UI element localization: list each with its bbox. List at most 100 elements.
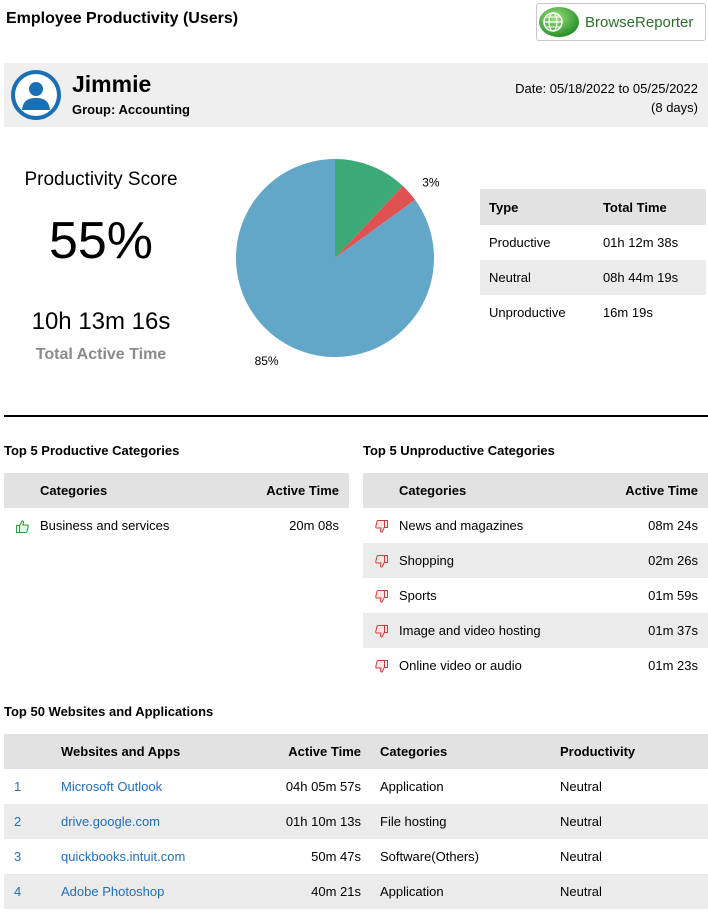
category-cell: Software(Others) xyxy=(380,849,479,864)
time-cell: 01m 37s xyxy=(594,613,708,648)
thumb-cell xyxy=(363,648,399,683)
top-sites-title: Top 50 Websites and Applications xyxy=(4,704,214,719)
date-range-days: (8 days) xyxy=(651,100,698,115)
type-summary-table: Type Total Time Productive 01h 12m 38s N… xyxy=(480,189,706,330)
unproductive-categories-table: Categories Active Time News and magazine… xyxy=(363,473,708,683)
pie-slice xyxy=(236,159,434,357)
icon-col-header xyxy=(363,473,399,508)
category-cell: Image and video hosting xyxy=(399,613,595,648)
table-row: 3 quickbooks.intuit.com 50m 47s Software… xyxy=(4,839,708,874)
site-link[interactable]: drive.google.com xyxy=(61,804,251,839)
table-row: Sports 01m 59s xyxy=(363,578,708,613)
table-row: 1 Microsoft Outlook 04h 05m 57s Applicat… xyxy=(4,769,708,804)
type-cell: Neutral xyxy=(480,260,594,295)
pie-slice-label: 85% xyxy=(255,354,279,368)
user-info-bar xyxy=(4,63,708,127)
category-cell: Sports xyxy=(399,588,437,603)
globe-logo-icon xyxy=(539,7,579,37)
time-cell: 16m 19s xyxy=(602,305,653,320)
site-link[interactable]: quickbooks.intuit.com xyxy=(61,849,186,864)
rank-cell: 2 xyxy=(4,804,61,839)
user-avatar-icon xyxy=(11,70,61,120)
productivity-score-label: Productivity Score xyxy=(24,169,178,190)
type-cell: Productive xyxy=(489,235,551,250)
thumb-cell xyxy=(363,613,399,648)
time-cell: 01m 23s xyxy=(648,658,698,673)
table-row: Unproductive 16m 19s xyxy=(480,295,706,330)
report-title: Employee Productivity (Users) xyxy=(6,10,239,27)
logo-text: BrowseReporter xyxy=(585,14,693,31)
categories-header: Categories xyxy=(40,473,229,508)
websites-header: Websites and Apps xyxy=(61,734,251,769)
table-row: News and magazines 08m 24s xyxy=(363,508,708,543)
productivity-cell: Neutral xyxy=(560,874,708,909)
thumbs-down-icon xyxy=(374,625,388,638)
user-name: Jimmie xyxy=(72,71,152,97)
pie-slice xyxy=(335,185,416,258)
productivity-header: Productivity xyxy=(560,734,708,769)
total-active-time-label: Total Active Time xyxy=(35,346,167,363)
thumb-cell xyxy=(363,578,399,613)
time-cell: 40m 21s xyxy=(251,874,380,909)
time-cell: 02m 26s xyxy=(594,543,708,578)
top-sites-table: Websites and Apps Active Time Categories… xyxy=(4,734,708,909)
rank-cell: 3 xyxy=(14,849,22,864)
categories-header: Categories xyxy=(380,734,560,769)
table-row: 2 drive.google.com 01h 10m 13s File host… xyxy=(4,804,708,839)
thumb-cell xyxy=(4,508,40,543)
category-cell: Application xyxy=(380,779,444,794)
table-row: Image and video hosting 01m 37s xyxy=(363,613,708,648)
time-cell: 08m 24s xyxy=(648,518,698,533)
browsereporter-logo: BrowseReporter xyxy=(536,3,706,41)
productivity-pie-chart: 12%3%85% xyxy=(236,159,440,368)
rank-cell: 1 xyxy=(14,779,22,794)
thumbs-down-icon xyxy=(374,520,388,533)
productivity-cell: Neutral xyxy=(560,849,602,864)
thumbs-down-icon xyxy=(374,555,388,568)
categories-header: Categories xyxy=(399,473,595,508)
table-row: Shopping 02m 26s xyxy=(363,543,708,578)
active-time-header: Active Time xyxy=(251,734,380,769)
thumbs-down-icon xyxy=(374,660,388,673)
pie-slice xyxy=(335,159,403,258)
productivity-cell: Neutral xyxy=(560,779,602,794)
time-cell: 01h 10m 13s xyxy=(251,804,380,839)
total-active-time-value: 10h 13m 16s xyxy=(31,308,171,335)
rank-col-header xyxy=(4,734,61,769)
category-cell: Application xyxy=(380,874,560,909)
type-header: Type xyxy=(480,189,594,225)
category-cell: Shopping xyxy=(399,543,595,578)
productive-categories-title: Top 5 Productive Categories xyxy=(4,443,180,458)
category-cell: Online video or audio xyxy=(399,658,522,673)
logo-text-reporter: Reporter xyxy=(635,13,694,31)
table-row: Productive 01h 12m 38s xyxy=(480,225,706,260)
thumbs-up-icon xyxy=(15,520,29,534)
site-link[interactable]: Microsoft Outlook xyxy=(61,779,163,794)
time-cell: 01m 59s xyxy=(648,588,698,603)
productivity-cell: Neutral xyxy=(560,804,708,839)
icon-col-header xyxy=(4,473,40,508)
user-group: Group: Accounting xyxy=(72,102,190,117)
logo-text-browse: Browse xyxy=(585,13,636,31)
table-row: Business and services 20m 08s xyxy=(4,508,349,543)
unproductive-categories-title: Top 5 Unproductive Categories xyxy=(363,443,555,458)
site-link[interactable]: Adobe Photoshop xyxy=(61,874,251,909)
active-time-header: Active Time xyxy=(228,473,349,508)
category-cell: News and magazines xyxy=(399,518,524,533)
time-cell: 50m 47s xyxy=(311,849,361,864)
thumb-cell xyxy=(363,543,399,578)
date-range: Date: 05/18/2022 to 05/25/2022 (8 days) xyxy=(515,79,698,117)
time-cell: 08h 44m 19s xyxy=(593,260,706,295)
total-time-header: Total Time xyxy=(593,189,706,225)
table-row: Online video or audio 01m 23s xyxy=(363,648,708,683)
table-row: Neutral 08h 44m 19s xyxy=(480,260,706,295)
type-cell: Unproductive xyxy=(489,305,566,320)
category-cell: File hosting xyxy=(380,804,560,839)
productive-categories-table: Categories Active Time Business and serv… xyxy=(4,473,349,543)
thumbs-down-icon xyxy=(374,590,388,603)
time-cell: 20m 08s xyxy=(289,518,339,533)
pie-slice-label: 3% xyxy=(422,176,440,190)
time-cell: 01h 12m 38s xyxy=(602,235,679,250)
date-range-line: Date: 05/18/2022 to 05/25/2022 xyxy=(515,81,698,96)
productivity-score-value: 55% xyxy=(48,212,154,270)
